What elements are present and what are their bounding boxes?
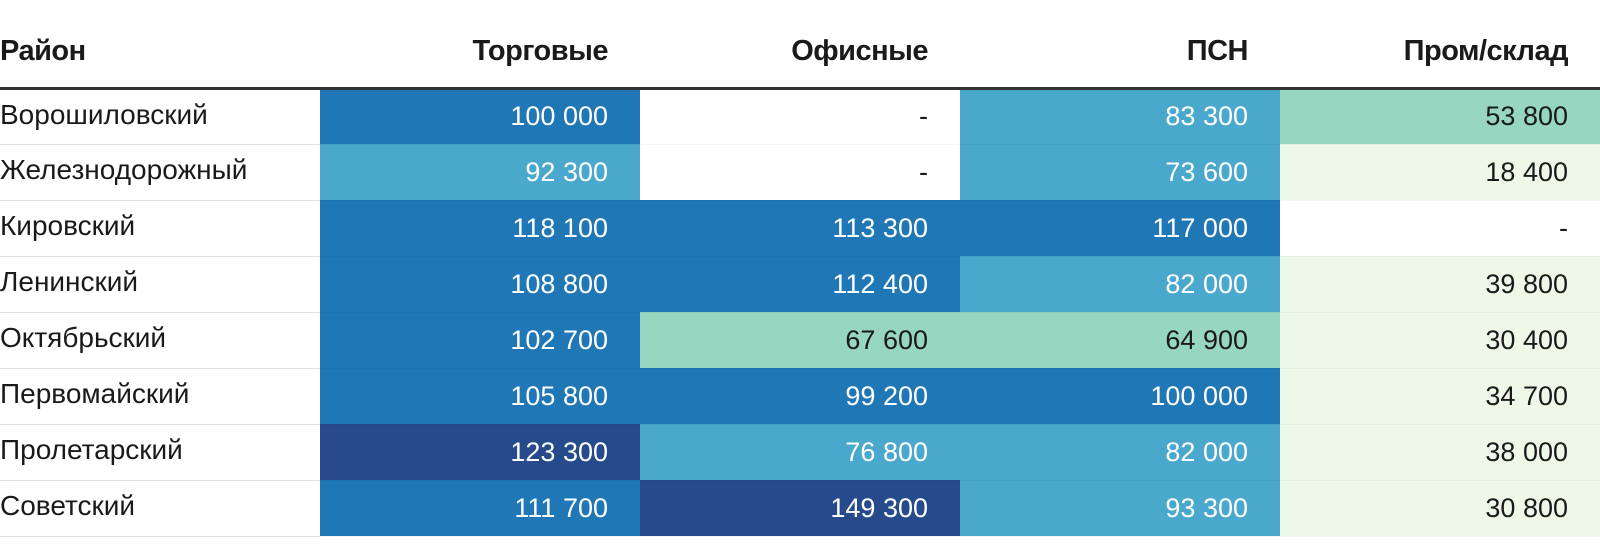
value-cell-psn: 117 000 xyxy=(960,200,1280,257)
table-row: Ворошиловский 100 000-83 300 53 800 xyxy=(0,88,1600,145)
district-name: Октябрьский xyxy=(0,312,320,369)
value-cell-industrial: 30 400 xyxy=(1280,312,1600,369)
value-cell-psn: 73 600 xyxy=(960,144,1280,201)
value-cell-psn: 82 000 xyxy=(960,256,1280,313)
value-cell-retail: 118 100 xyxy=(320,200,640,257)
column-header-district: Район xyxy=(0,0,320,90)
table-row: Октябрьский 102 700 67 600 64 900 30 400 xyxy=(0,312,1600,369)
table-row: Советский 111 700 149 300 93 300 30 800 xyxy=(0,480,1600,537)
table-row: Первомайский 105 800 99 200 100 000 34 700 xyxy=(0,368,1600,425)
value-cell-industrial: 53 800 xyxy=(1280,88,1600,145)
value-cell-office: 99 200 xyxy=(640,368,960,425)
value-cell-psn: 83 300 xyxy=(960,88,1280,145)
table-row: Пролетарский 123 300 76 800 82 000 38 000 xyxy=(0,424,1600,481)
table-row: Кировский 118 100 113 300 117 000- xyxy=(0,200,1600,257)
value-cell-retail: 108 800 xyxy=(320,256,640,313)
table-body: Ворошиловский 100 000-83 300 53 800 Железно… xyxy=(0,88,1600,537)
district-name: Ворошиловский xyxy=(0,88,320,145)
value-cell-office: 67 600 xyxy=(640,312,960,369)
value-cell-industrial: 18 400 xyxy=(1280,144,1600,201)
value-cell-retail: 102 700 xyxy=(320,312,640,369)
value-cell-industrial: 34 700 xyxy=(1280,368,1600,425)
value-cell-industrial: 38 000 xyxy=(1280,424,1600,481)
column-header-office: Офисные xyxy=(640,0,960,90)
value-cell-office: 113 300 xyxy=(640,200,960,257)
value-cell-psn: 93 300 xyxy=(960,480,1280,537)
value-cell-industrial: 30 800 xyxy=(1280,480,1600,537)
table-row: Ленинский 108 800 112 400 82 000 39 800 xyxy=(0,256,1600,313)
value-cell-industrial: - xyxy=(1280,200,1600,257)
value-cell-psn: 64 900 xyxy=(960,312,1280,369)
value-cell-psn: 100 000 xyxy=(960,368,1280,425)
value-cell-office: - xyxy=(640,144,960,201)
district-name: Ленинский xyxy=(0,256,320,313)
value-cell-office: - xyxy=(640,88,960,145)
value-cell-retail: 105 800 xyxy=(320,368,640,425)
value-cell-retail: 111 700 xyxy=(320,480,640,537)
district-name: Советский xyxy=(0,480,320,537)
value-cell-retail: 100 000 xyxy=(320,88,640,145)
price-table-container: Район Торговые Офисные ПСН Пром/склад Во… xyxy=(0,0,1600,537)
district-name: Кировский xyxy=(0,200,320,257)
table-row: Железнодорожный 92 300-73 600 18 400 xyxy=(0,144,1600,201)
value-cell-office: 76 800 xyxy=(640,424,960,481)
column-header-industrial: Пром/склад xyxy=(1280,0,1600,90)
table-header: Район Торговые Офисные ПСН Пром/склад xyxy=(0,0,1600,90)
value-cell-retail: 92 300 xyxy=(320,144,640,201)
value-cell-retail: 123 300 xyxy=(320,424,640,481)
column-header-psn: ПСН xyxy=(960,0,1280,90)
value-cell-office: 149 300 xyxy=(640,480,960,537)
column-header-retail: Торговые xyxy=(320,0,640,90)
value-cell-industrial: 39 800 xyxy=(1280,256,1600,313)
district-name: Первомайский xyxy=(0,368,320,425)
header-row: Район Торговые Офисные ПСН Пром/склад xyxy=(0,0,1600,90)
value-cell-psn: 82 000 xyxy=(960,424,1280,481)
district-name: Пролетарский xyxy=(0,424,320,481)
value-cell-office: 112 400 xyxy=(640,256,960,313)
district-name: Железнодорожный xyxy=(0,144,320,201)
price-table: Район Торговые Офисные ПСН Пром/склад Во… xyxy=(0,0,1600,537)
